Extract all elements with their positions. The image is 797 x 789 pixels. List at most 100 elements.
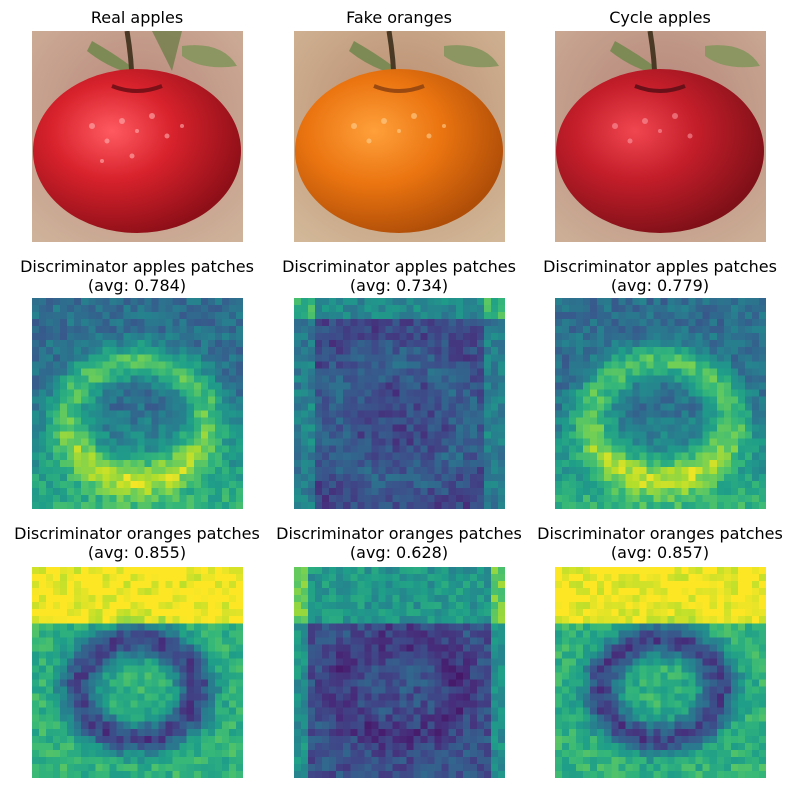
- heatmap-cell: [179, 756, 188, 765]
- heatmap-cell: [406, 340, 414, 348]
- heatmap-cell: [329, 742, 337, 751]
- heatmap-cell: [576, 581, 584, 589]
- heatmap-cell: [434, 763, 442, 772]
- heatmap-cell: [653, 494, 661, 503]
- heatmap-cell: [315, 340, 323, 348]
- heatmap-cell: [179, 735, 188, 744]
- heatmap-cell: [441, 770, 450, 778]
- heatmap-cell: [385, 616, 393, 624]
- heatmap-cell: [744, 623, 753, 631]
- heatmap-cell: [618, 602, 626, 610]
- heatmap-cell: [569, 480, 577, 489]
- heatmap-cell: [81, 700, 89, 708]
- heatmap-cell: [660, 658, 668, 666]
- heatmap-cell: [476, 354, 485, 362]
- heatmap-cell: [67, 494, 75, 503]
- heatmap-cell: [483, 623, 492, 631]
- heatmap-cell: [186, 595, 195, 603]
- heatmap-cell: [109, 354, 117, 362]
- heatmap-cell: [357, 693, 365, 701]
- heatmap-cell: [172, 770, 180, 778]
- heatmap-cell: [315, 494, 323, 503]
- heatmap-cell: [301, 602, 309, 610]
- heatmap-cell: [709, 452, 718, 461]
- heatmap-cell: [413, 473, 421, 482]
- heatmap-cell: [406, 728, 414, 737]
- heatmap-cell: [60, 375, 68, 383]
- heatmap-cell: [60, 749, 68, 758]
- heatmap-cell: [462, 700, 471, 708]
- heatmap-cell: [301, 459, 309, 468]
- heatmap-cell: [674, 658, 682, 666]
- heatmap-cell: [385, 658, 393, 666]
- heatmap-cell: [681, 487, 689, 496]
- heatmap-cell: [179, 389, 188, 397]
- heatmap-cell: [137, 679, 145, 687]
- heatmap-cell: [329, 375, 337, 383]
- heatmap-cell: [378, 693, 386, 701]
- heatmap-cell: [74, 574, 82, 582]
- heatmap-cell: [88, 389, 96, 397]
- heatmap-cell: [448, 417, 457, 425]
- heatmap-cell: [476, 574, 485, 582]
- heatmap-cell: [350, 630, 358, 638]
- heatmap-cell: [455, 466, 464, 475]
- heatmap-cell: [653, 382, 661, 390]
- heatmap-cell: [611, 340, 619, 348]
- heatmap-cell: [455, 445, 464, 454]
- heatmap-cell: [709, 347, 718, 355]
- heatmap-cell: [200, 354, 209, 362]
- heatmap-cell: [235, 347, 243, 355]
- heatmap-cell: [434, 728, 442, 737]
- heatmap-cell: [123, 410, 131, 418]
- heatmap-cell: [490, 567, 499, 575]
- heatmap-cell: [406, 630, 414, 638]
- heatmap-cell: [667, 665, 675, 673]
- heatmap-cell: [385, 438, 393, 446]
- heatmap-cell: [625, 480, 633, 489]
- heatmap-cell: [88, 693, 96, 701]
- heatmap-cell: [611, 651, 619, 659]
- heatmap-cell: [737, 658, 746, 666]
- heatmap-cell: [618, 417, 626, 425]
- heatmap-cell: [441, 749, 450, 758]
- heatmap-cell: [32, 672, 40, 680]
- heatmap-cell: [730, 452, 739, 461]
- heatmap-cell: [639, 403, 647, 411]
- heatmap-cell: [39, 770, 47, 778]
- heatmap-cell: [301, 326, 309, 334]
- heatmap-cell: [427, 728, 435, 737]
- heatmap-cell: [102, 651, 110, 659]
- heatmap-cell: [95, 714, 103, 723]
- heatmap-cell: [39, 431, 47, 439]
- heatmap-cell: [455, 595, 464, 603]
- heatmap-cell: [758, 616, 766, 624]
- heatmap-cell: [392, 473, 400, 482]
- heatmap-cell: [116, 728, 124, 737]
- heatmap-cell: [46, 714, 54, 723]
- heatmap-cell: [116, 326, 124, 334]
- heatmap-cell: [123, 567, 131, 575]
- heatmap-cell: [39, 602, 47, 610]
- heatmap-cell: [130, 298, 138, 306]
- heatmap-cell: [109, 347, 117, 355]
- heatmap-cell: [709, 298, 718, 306]
- heatmap-cell: [751, 340, 760, 348]
- heatmap-cell: [308, 431, 316, 439]
- heatmap-cell: [102, 672, 110, 680]
- heatmap-cell: [151, 735, 159, 744]
- heatmap-cell: [483, 382, 492, 390]
- heatmap-cell: [709, 361, 718, 369]
- heatmap-cell: [221, 410, 230, 418]
- heatmap-cell: [371, 298, 379, 306]
- heatmap-cell: [476, 424, 485, 432]
- heatmap-cell: [583, 658, 591, 666]
- heatmap-cell: [483, 588, 492, 596]
- heatmap-cell: [709, 567, 718, 575]
- heatmap-cell: [723, 319, 732, 327]
- heatmap-cell: [413, 644, 421, 652]
- heatmap-cell: [46, 693, 54, 701]
- heatmap-cell: [618, 623, 626, 631]
- heatmap-cell: [308, 749, 316, 758]
- heatmap-cell: [730, 459, 739, 468]
